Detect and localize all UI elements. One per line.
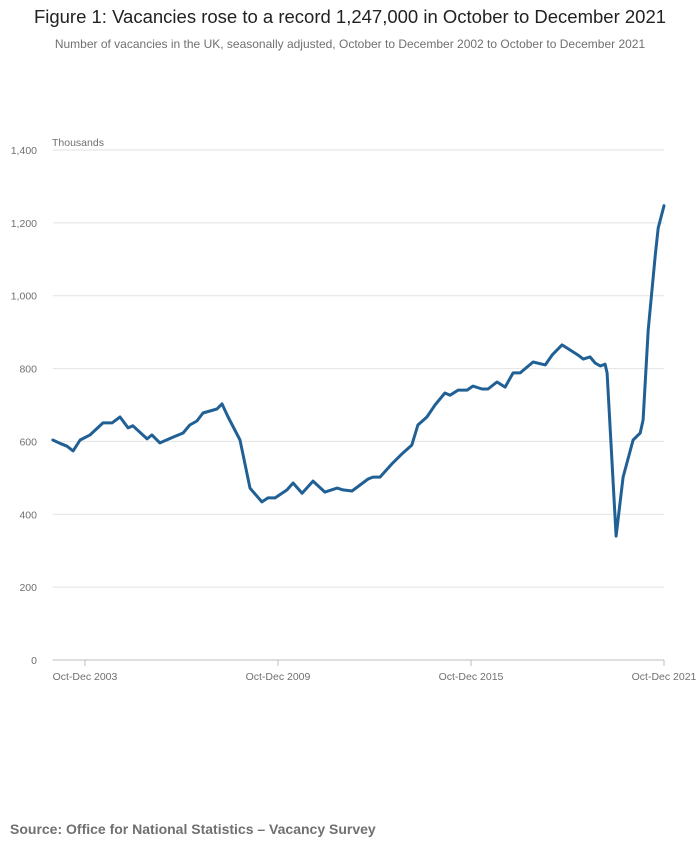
- x-tick-label: Oct-Dec 2015: [439, 671, 504, 683]
- x-tick-label: Oct-Dec 2021: [632, 671, 697, 683]
- x-tick-label: Oct-Dec 2003: [53, 671, 118, 683]
- y-tick-label: 400: [19, 509, 37, 521]
- vacancies-series-line: [51, 204, 666, 538]
- y-tick-label: 800: [19, 364, 37, 376]
- x-tick-label: Oct-Dec 2009: [246, 671, 311, 683]
- y-axis-label: Thousands: [52, 137, 104, 149]
- y-tick-label: 0: [31, 655, 37, 667]
- chart-subtitle: Number of vacancies in the UK, seasonall…: [54, 37, 646, 51]
- source-note: Source: Office for National Statistics –…: [10, 821, 376, 837]
- y-tick-label: 1,000: [11, 291, 37, 303]
- y-tick-label: 200: [19, 582, 37, 594]
- chart-title: Figure 1: Vacancies rose to a record 1,2…: [33, 6, 667, 27]
- y-tick-label: 1,200: [11, 218, 37, 230]
- y-tick-label: 1,400: [11, 145, 37, 157]
- y-tick-label: 600: [19, 436, 37, 448]
